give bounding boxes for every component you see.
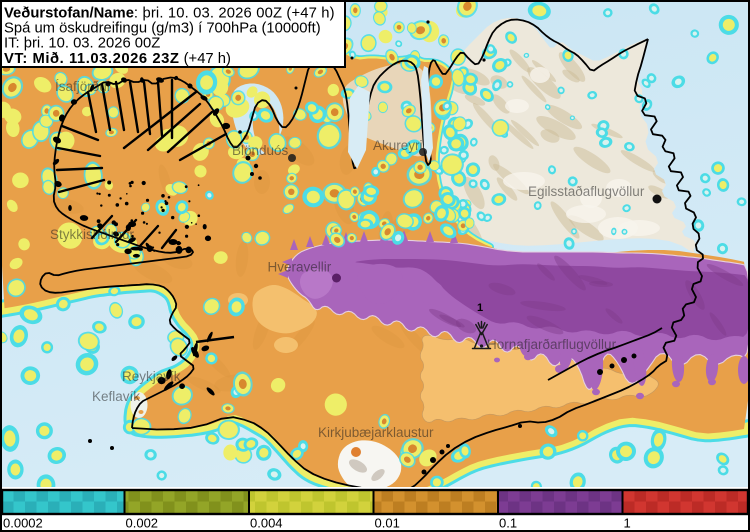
svg-text:1: 1 [624, 516, 631, 531]
svg-text:Ísafjörður: Ísafjörður [55, 79, 112, 94]
svg-text:Akureyri: Akureyri [373, 138, 423, 153]
svg-text:Egilsstaðaflugvöllur: Egilsstaðaflugvöllur [528, 184, 645, 199]
svg-text:Veðurstofan/Name: þri. 10. 03.: Veðurstofan/Name: þri. 10. 03. 2026 00Z … [4, 6, 335, 22]
svg-text:0.1: 0.1 [499, 516, 517, 531]
svg-text:1: 1 [477, 302, 483, 314]
svg-text:Reykjavík: Reykjavík [122, 369, 181, 384]
svg-text:Hveravellir: Hveravellir [268, 260, 332, 275]
svg-text:Keflavík: Keflavík [92, 389, 140, 404]
svg-text:0.002: 0.002 [126, 516, 159, 531]
svg-text:Stykkishólmur: Stykkishólmur [50, 227, 135, 242]
svg-text:IT: þri. 10. 03. 2026 00Z: IT: þri. 10. 03. 2026 00Z [4, 35, 160, 51]
svg-text:Spá um öskudreifingu (g/m3) í: Spá um öskudreifingu (g/m3) í 700hPa (10… [4, 21, 321, 37]
svg-text:Kirkjubæjarklaustur: Kirkjubæjarklaustur [318, 425, 434, 440]
svg-text:0.004: 0.004 [250, 516, 283, 531]
svg-text:0.01: 0.01 [375, 516, 400, 531]
svg-text:Blönduós: Blönduós [232, 143, 289, 158]
svg-text:Hornafjarðarflugvöllur: Hornafjarðarflugvöllur [487, 337, 617, 352]
svg-text:0.0002: 0.0002 [3, 516, 43, 531]
svg-text:VT: Mið. 11.03.2026 23Z (+47 h: VT: Mið. 11.03.2026 23Z (+47 h) [4, 51, 231, 67]
